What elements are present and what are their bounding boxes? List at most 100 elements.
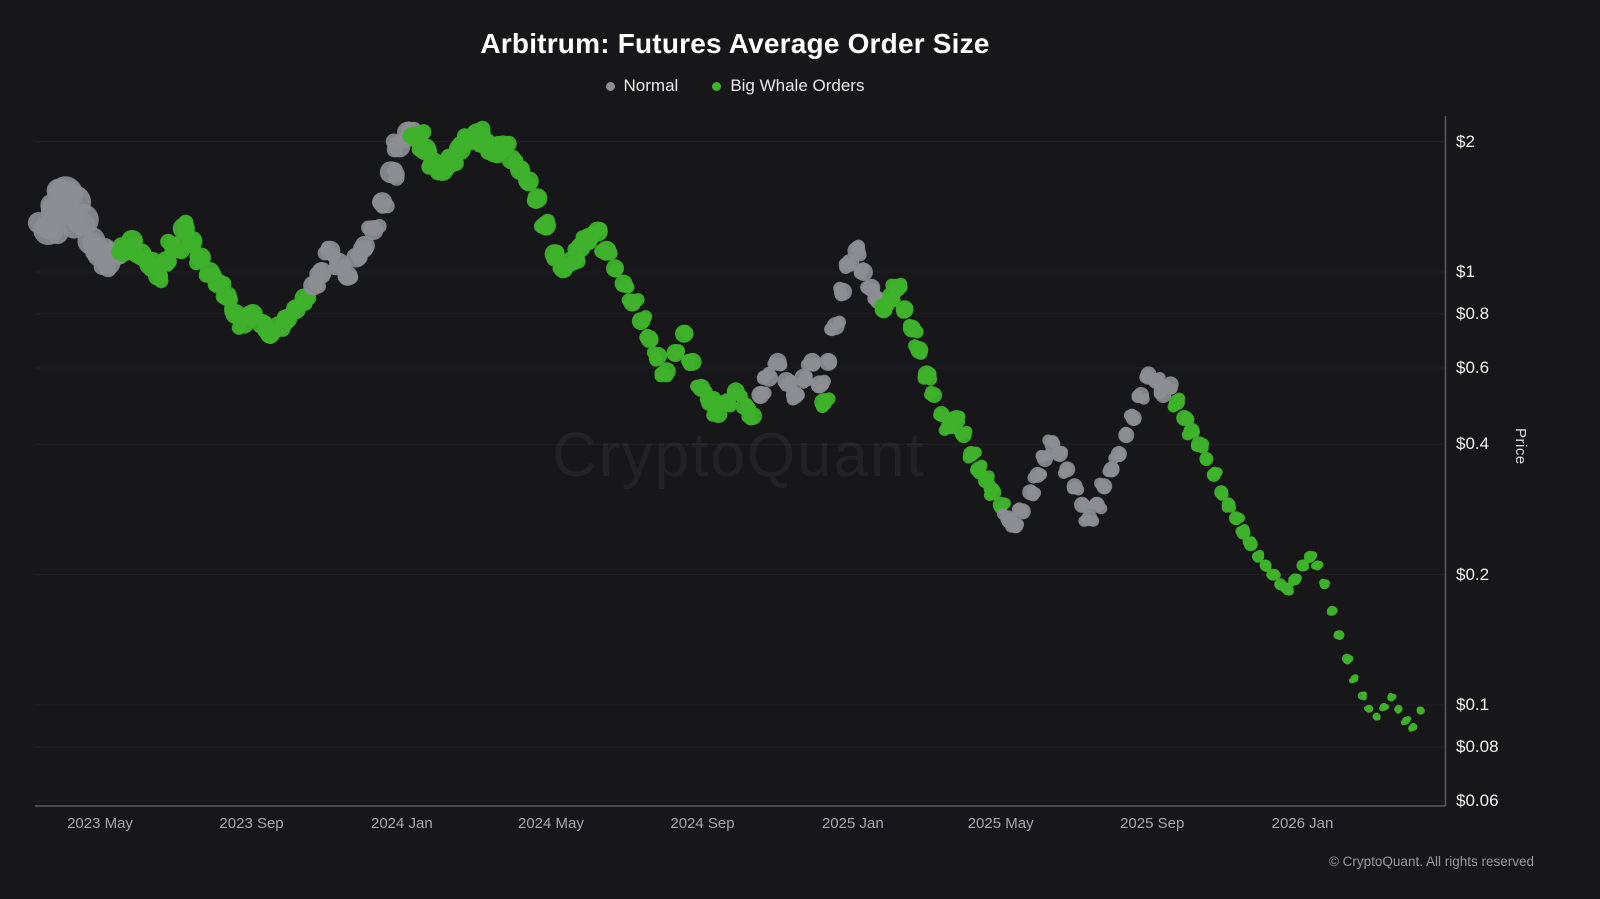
data-point xyxy=(379,161,405,186)
legend-label-normal: Normal xyxy=(623,76,679,95)
data-point xyxy=(1303,550,1318,564)
data-point xyxy=(1066,478,1085,496)
data-point xyxy=(1214,485,1229,501)
data-point xyxy=(824,315,846,337)
data-point xyxy=(411,138,438,161)
data-point xyxy=(833,281,852,302)
data-point xyxy=(353,235,375,258)
data-point xyxy=(1005,517,1024,534)
data-point xyxy=(639,328,659,349)
legend-marker-whale-icon xyxy=(712,81,722,91)
chart-title: Arbitrum: Futures Average Order Size xyxy=(480,28,990,59)
x-tick-label: 2025 Jan xyxy=(821,815,884,832)
data-point xyxy=(970,459,988,480)
data-point xyxy=(385,132,413,158)
data-point xyxy=(614,274,635,294)
data-point xyxy=(1288,573,1302,587)
y-tick-label: $0.4 xyxy=(1456,434,1490,454)
y-tick-label: $0.6 xyxy=(1456,358,1490,378)
data-point xyxy=(681,352,702,371)
data-point xyxy=(1296,559,1310,572)
data-point xyxy=(1123,408,1142,426)
data-point xyxy=(1310,560,1324,571)
data-point xyxy=(1235,523,1251,540)
data-point xyxy=(1242,536,1258,552)
data-point xyxy=(666,344,686,362)
data-point xyxy=(917,365,938,386)
data-point xyxy=(1108,446,1127,464)
data-point xyxy=(675,324,694,343)
data-point xyxy=(309,262,332,284)
legend-item-normal[interactable]: Normal xyxy=(605,76,679,96)
data-point xyxy=(1266,568,1281,581)
legend-marker-normal-icon xyxy=(605,81,615,91)
data-point xyxy=(606,259,624,278)
data-point xyxy=(1229,511,1246,526)
data-point xyxy=(1176,410,1195,426)
data-point xyxy=(903,319,924,339)
data-point xyxy=(751,385,772,404)
y-axis-title: Price xyxy=(1512,428,1529,465)
data-point xyxy=(785,386,805,406)
data-point xyxy=(1387,692,1397,702)
data-point xyxy=(594,240,618,261)
data-point xyxy=(794,368,814,389)
legend-item-big-whale-orders[interactable]: Big Whale Orders xyxy=(712,76,864,96)
data-point xyxy=(810,374,831,394)
x-tick-label: 2024 Jan xyxy=(370,815,433,832)
data-point xyxy=(1319,578,1330,590)
x-tick-label: 2023 Sep xyxy=(219,815,284,832)
data-point xyxy=(1051,446,1069,462)
data-point xyxy=(241,304,263,324)
data-point xyxy=(518,171,539,192)
data-point xyxy=(853,262,873,281)
data-point xyxy=(526,188,548,209)
data-point xyxy=(1341,653,1354,665)
y-tick-label: $0.06 xyxy=(1456,791,1499,811)
y-tick-label: $2 xyxy=(1456,131,1475,151)
data-point xyxy=(1035,448,1054,467)
data-point xyxy=(1206,466,1223,482)
data-point xyxy=(953,425,973,444)
data-point xyxy=(1379,702,1390,712)
data-point xyxy=(361,219,387,240)
data-point xyxy=(1074,496,1093,514)
data-point xyxy=(1118,426,1135,444)
data-point xyxy=(767,352,788,372)
data-point xyxy=(646,346,668,367)
data-point xyxy=(160,233,190,260)
data-point xyxy=(1088,496,1108,515)
data-point xyxy=(756,366,778,387)
data-point xyxy=(1416,706,1425,715)
data-point xyxy=(1022,484,1042,502)
data-point xyxy=(924,385,943,403)
y-tick-label: $1 xyxy=(1456,262,1475,281)
data-point xyxy=(621,293,645,312)
data-point xyxy=(1280,582,1294,596)
data-point xyxy=(1221,497,1237,513)
data-point xyxy=(1131,387,1150,405)
x-tick-label: 2024 Sep xyxy=(670,815,735,832)
y-tick-label: $0.8 xyxy=(1456,303,1490,323)
data-point xyxy=(1372,712,1381,721)
x-tick-label: 2023 May xyxy=(67,815,133,832)
data-point xyxy=(1252,549,1265,563)
data-point xyxy=(1400,715,1412,726)
data-point xyxy=(838,253,860,274)
data-point xyxy=(908,339,929,360)
data-point xyxy=(814,392,836,414)
data-point xyxy=(1364,704,1374,713)
y-tick-label: $0.08 xyxy=(1456,736,1499,756)
data-point xyxy=(1094,477,1113,495)
data-point xyxy=(1147,372,1166,389)
data-point xyxy=(1326,605,1338,616)
data-point xyxy=(1394,704,1403,714)
data-point xyxy=(1357,691,1368,701)
data-point xyxy=(1078,510,1100,527)
data-point xyxy=(27,212,69,245)
y-tick-label: $0.2 xyxy=(1456,564,1490,584)
data-point xyxy=(741,407,762,426)
data-point xyxy=(372,192,395,214)
